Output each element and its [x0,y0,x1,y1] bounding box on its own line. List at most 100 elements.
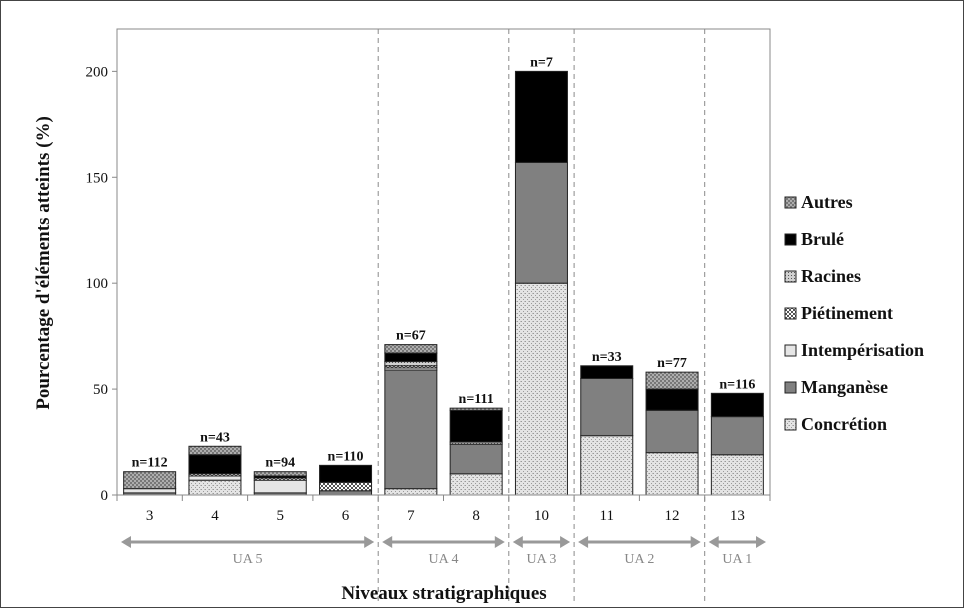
bar-segment-concrétion [580,435,634,496]
bar-segment-brulé [384,352,438,363]
n-label: n=116 [719,377,755,392]
bar-segment-brulé [580,365,634,380]
bar-stack-6 [319,464,373,496]
bar-segment-racines [384,361,438,367]
group-label: UA 5 [233,552,263,567]
x-tick-label: 12 [665,508,680,524]
bar-segment-intempérisation [123,488,177,494]
group-label: UA 3 [526,552,556,567]
bar-segment-brulé [645,388,699,411]
bar-stack-10 [514,70,568,496]
bar-segment-manganèse [384,369,438,490]
bar-stack-3 [123,471,177,496]
bar-segment-autres [645,371,699,390]
bar-segment-brulé [449,409,503,443]
legend-swatch [784,418,797,431]
x-tick-label: 6 [342,508,350,524]
y-tick-label: 200 [86,64,109,80]
y-tick-label: 50 [93,382,108,398]
y-tick-label: 100 [86,276,109,292]
legend-item-autres: Autres [784,192,853,212]
group-arrow: UA 5 [121,536,375,567]
bar-segment-manganèse [580,378,634,437]
legend-swatch [784,381,797,394]
bar-segment-concrétion [645,452,699,496]
legend-label: Concrétion [801,414,887,434]
bar-stack-7 [384,344,438,496]
legend-swatch [784,307,797,320]
bar-segment-manganèse [514,161,568,284]
bar-segment-concrétion [188,479,242,496]
x-tick-label: 4 [211,508,219,524]
legend-item-brulé: Brulé [784,229,844,249]
bar-segment-piétinement [319,481,373,492]
group-arrow: UA 4 [382,536,505,567]
n-label: n=33 [592,350,622,365]
group-label: UA 2 [624,552,654,567]
n-labels: n=112 n=43 n=94 n=110 n=67 n=111 n=7 n=33 n=77 n=… [132,55,756,470]
x-tick-label: 13 [730,508,745,524]
bar-segment-brulé [514,70,568,163]
n-label: n=112 [132,456,168,471]
legend-label: Brulé [801,229,844,249]
legend-swatch [784,233,797,246]
legend-label: Manganèse [801,377,888,397]
legend-label: Racines [801,266,861,286]
group-label: UA 4 [429,552,459,567]
bar-segment-manganèse [645,409,699,454]
bar-segment-brulé [188,454,242,475]
bars [123,70,764,496]
y-tick-label: 0 [101,488,109,504]
legend: Autres Brulé Racines Piétinement Intempérisa… [784,192,924,434]
bar-stack-4 [188,445,242,496]
legend-swatch [784,196,797,209]
x-tick-label: 10 [534,508,549,524]
bar-segment-brulé [710,392,764,418]
y-axis-title: Pourcentage d'éléments atteints (%) [33,116,54,410]
x-axis-title: Niveaux stratigraphiques [341,583,546,604]
bar-stack-13 [710,392,764,496]
group-arrow: UA 1 [708,536,766,567]
bar-segment-autres [123,471,177,490]
legend-label: Autres [801,192,853,212]
n-label: n=94 [265,456,295,471]
n-label: n=67 [396,329,426,344]
group-arrow: UA 3 [512,536,571,567]
bar-stack-8 [449,407,503,496]
legend-item-racines: Racines [784,266,861,286]
n-label: n=111 [459,392,494,407]
bar-stack-11 [580,365,634,496]
legend-label: Piétinement [801,303,893,323]
n-label: n=110 [328,449,364,464]
bar-segment-concrétion [710,454,764,496]
y-axis: 0 50 100 150 200 [86,29,118,504]
bar-segment-concrétion [514,282,568,496]
group-label: UA 1 [722,552,752,567]
legend-item-concrétion: Concrétion [784,414,887,434]
group-arrows: UA 5 UA 4 UA 3 UA 2 UA 1 [121,536,766,567]
x-tick-label: 7 [407,508,415,524]
legend-label: Intempérisation [801,340,924,360]
x-tick-label: 5 [277,508,285,524]
legend-swatch [784,344,797,357]
x-tick-label: 3 [146,508,154,524]
bar-segment-manganèse [319,490,373,496]
bar-segment-brulé [319,464,373,483]
bar-segment-manganèse [710,416,764,456]
bar-segment-autres [449,407,503,411]
bar-segment-concrétion [449,473,503,496]
x-axis: 3 4 5 6 7 8 10 11 12 13 [116,494,771,524]
n-label: n=77 [657,356,687,371]
group-arrow: UA 2 [578,536,701,567]
x-tick-label: 8 [472,508,480,524]
bar-stack-12 [645,371,699,496]
n-label: n=43 [200,430,230,445]
bar-segment-autres [253,471,307,477]
legend-item-manganèse: Manganèse [784,377,888,397]
bar-segment-autres [384,344,438,354]
bar-segment-autres [188,445,242,456]
bar-stack-5 [253,471,307,496]
bar-segment-manganèse [449,443,503,475]
